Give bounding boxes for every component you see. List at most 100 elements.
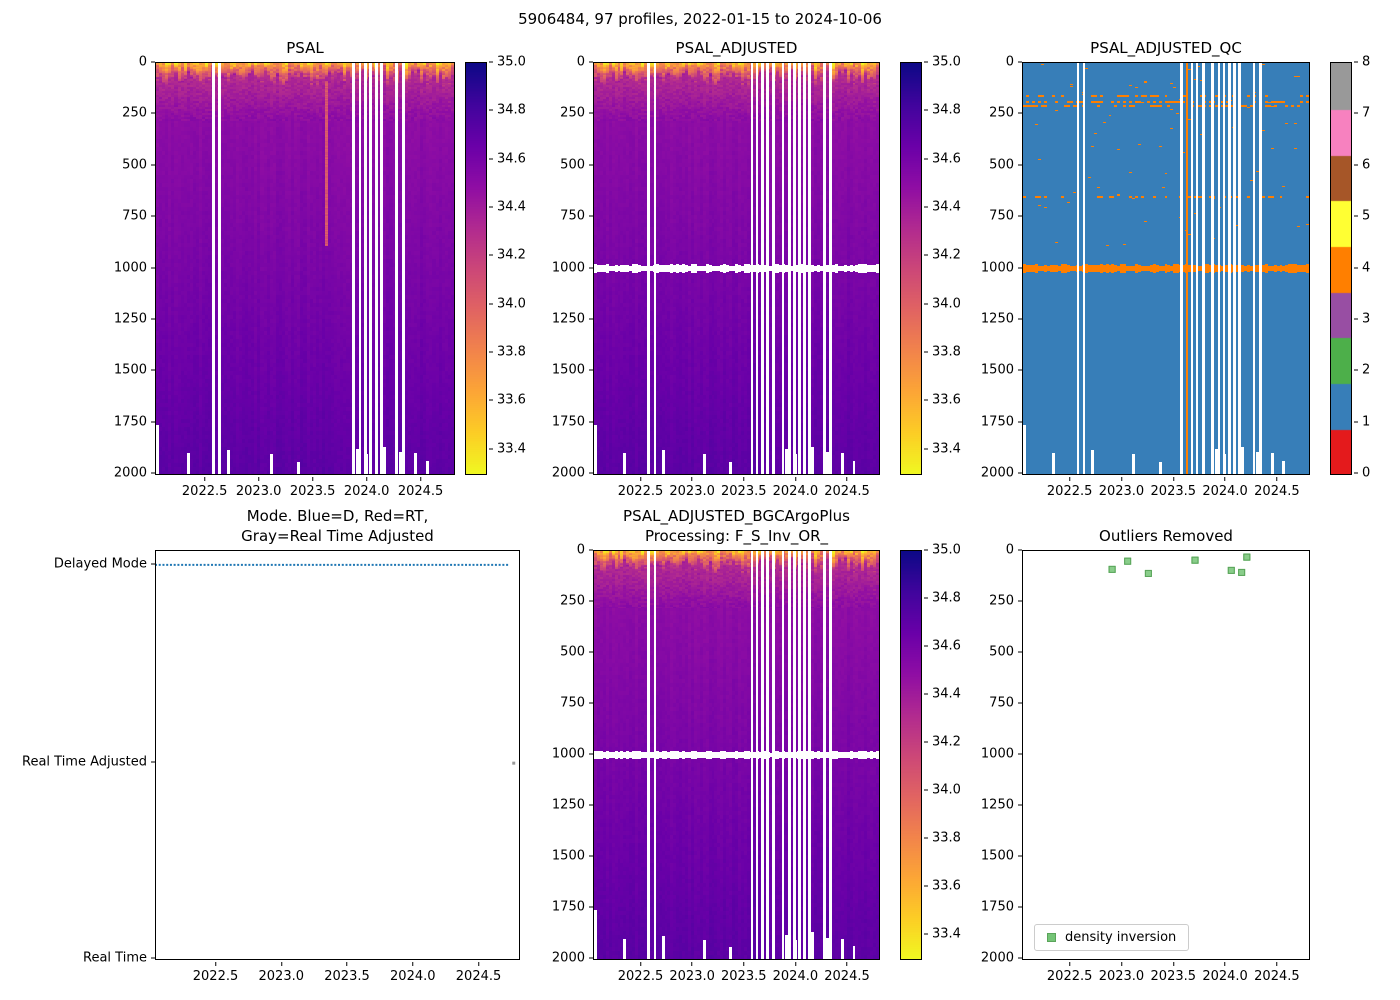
y-tick: 500 — [989, 645, 1022, 660]
tick-label: 0 — [576, 54, 585, 70]
tick-mark — [924, 693, 928, 695]
colorbar-tick: 7 — [1354, 106, 1370, 121]
tick-mark — [1354, 267, 1358, 268]
tick-label: 2024.0 — [343, 484, 390, 499]
bgc-heatmap-canvas — [594, 551, 879, 959]
tick-label: 1750 — [980, 414, 1014, 430]
x-tick: 2023.5 — [1150, 477, 1197, 499]
y-tick: 1750 — [981, 900, 1022, 915]
tick-label: 1500 — [551, 848, 585, 864]
tick-label: 34.8 — [497, 102, 526, 118]
tick-label: 1000 — [551, 746, 585, 762]
colorbar-tick: 34.2 — [489, 248, 526, 263]
tick-mark — [489, 61, 493, 63]
tick-label: 0 — [138, 54, 147, 70]
tick-label: 2024.0 — [772, 969, 819, 984]
x-tick: 2022.5 — [192, 962, 239, 984]
tick-label: 34.6 — [497, 151, 526, 167]
bgc-heatmap — [593, 550, 880, 960]
tick-mark — [1018, 753, 1022, 755]
tick-label: 2022.5 — [192, 969, 239, 984]
tick-label: 2023.5 — [1150, 969, 1197, 984]
y-tick: 1000 — [981, 747, 1022, 762]
tick-mark — [1018, 804, 1022, 806]
colorbar-tick: 33.6 — [924, 879, 961, 894]
tick-label: 34.6 — [932, 151, 961, 167]
tick-label: 33.6 — [932, 392, 961, 408]
tick-label: 500 — [560, 644, 585, 660]
colorbar-tick: 34.0 — [489, 296, 526, 311]
density-inversion-marker-icon — [1047, 933, 1056, 942]
tick-label: 2024.0 — [1202, 969, 1248, 984]
tick-mark — [1018, 215, 1022, 217]
tick-label: 2023.0 — [235, 484, 282, 499]
x-tick: 2024.5 — [824, 477, 870, 499]
x-tick: 2024.5 — [1254, 962, 1300, 984]
x-tick: 2023.0 — [1099, 962, 1144, 984]
tick-label: 2023.5 — [1150, 484, 1197, 499]
tick-label: 2022.5 — [1046, 969, 1093, 984]
y-tick: 1000 — [981, 260, 1022, 275]
tick-label: 1 — [1362, 414, 1371, 430]
tick-mark — [1224, 962, 1226, 966]
tick-mark — [589, 906, 593, 908]
tick-mark — [1120, 477, 1122, 481]
colorbar-tick: 33.4 — [489, 441, 526, 456]
tick-mark — [589, 267, 593, 268]
tick-mark — [1018, 164, 1022, 166]
tick-mark — [691, 477, 693, 481]
tick-label: 33.8 — [497, 344, 526, 360]
qc-colorbar — [1330, 62, 1352, 475]
tick-mark — [640, 962, 641, 966]
tick-mark — [589, 600, 593, 602]
psal-colorbar — [465, 62, 487, 475]
y-tick: 750 — [989, 696, 1022, 711]
tick-mark — [924, 885, 928, 887]
psal-heatmap-canvas — [156, 63, 454, 474]
tick-mark — [794, 477, 796, 481]
y-tick: 500 — [989, 157, 1022, 172]
subplot-title-psal: PSAL — [286, 38, 324, 57]
tick-label: 1750 — [980, 899, 1014, 915]
y-tick: 1500 — [552, 363, 593, 378]
tick-label: 35.0 — [932, 54, 961, 70]
mode-x-axis: 2022.5 2023.0 2023.5 2024.0 2024.5 — [155, 962, 520, 988]
x-tick: 2022.5 — [1047, 477, 1092, 499]
colorbar-tick: 8 — [1354, 55, 1370, 70]
tick-label: Real Time Adjusted — [22, 754, 147, 770]
tick-mark — [489, 399, 493, 401]
tick-label: 500 — [989, 644, 1014, 660]
tick-label: 1250 — [551, 311, 585, 327]
tick-label: 2024.5 — [824, 969, 870, 984]
tick-label: 750 — [560, 695, 585, 711]
colorbar-tick: 34.6 — [924, 151, 961, 166]
psal-adjusted-y-axis: 0 250 500 750 1000 1250 1500 1750 2000 — [439, 55, 593, 481]
tick-label: 33.4 — [932, 926, 961, 942]
tick-label: 1500 — [551, 362, 585, 378]
x-tick: 2022.5 — [182, 477, 227, 499]
tick-label: 1250 — [551, 797, 585, 813]
x-tick: 2022.5 — [1046, 962, 1093, 984]
colorbar-tick: 3 — [1354, 311, 1370, 326]
tick-mark — [589, 112, 593, 114]
tick-label: 2023.5 — [289, 484, 336, 499]
outliers-legend: density inversion — [1034, 924, 1190, 951]
tick-mark — [489, 303, 493, 305]
x-tick: 2024.5 — [456, 962, 501, 984]
x-tick: 2023.5 — [324, 962, 370, 984]
tick-label: 33.6 — [932, 878, 961, 894]
tick-label: 1000 — [980, 260, 1014, 275]
y-tick: 250 — [560, 594, 593, 609]
outliers-plot — [1022, 550, 1310, 960]
tick-label: 0 — [1362, 465, 1371, 481]
x-tick: 2023.5 — [1150, 962, 1197, 984]
tick-mark — [151, 421, 155, 423]
colorbar-tick: 33.6 — [489, 393, 526, 408]
tick-label: 250 — [989, 593, 1014, 609]
tick-label: 2000 — [551, 950, 585, 966]
